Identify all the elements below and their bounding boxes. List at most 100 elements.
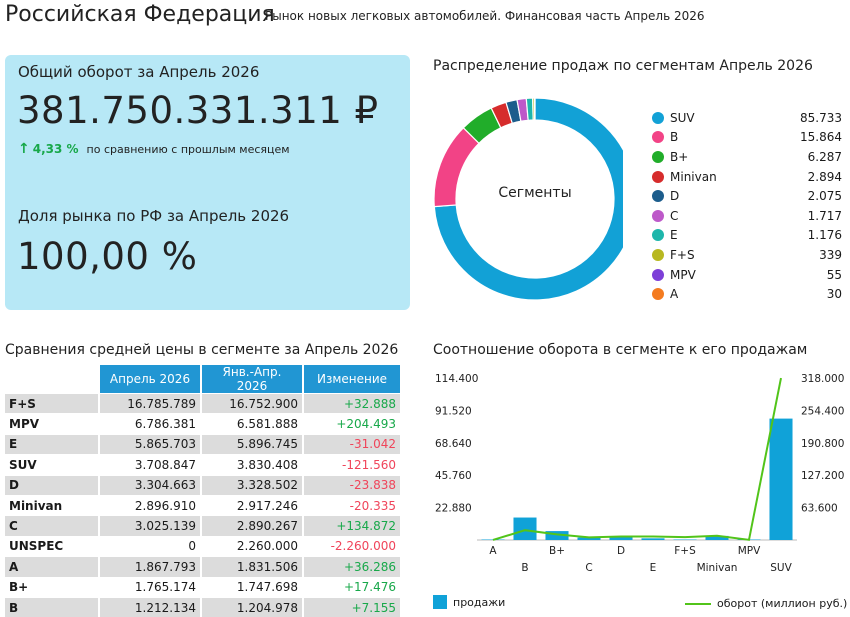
donut-center-label: Сегменты	[498, 185, 571, 201]
cell-change: -2.260.000	[304, 535, 402, 557]
bar-c[interactable]	[577, 537, 601, 540]
donut-svg: Сегменты	[433, 97, 637, 301]
cell-ytd: 2.890.267	[202, 515, 304, 536]
bar-b-[interactable]	[545, 531, 569, 540]
bar-e[interactable]	[641, 538, 665, 540]
cell-segment: SUV	[5, 454, 100, 475]
bar-f-s[interactable]	[673, 539, 697, 541]
x-tick-label: A	[489, 545, 497, 557]
donut-chart: Сегменты	[433, 97, 637, 302]
page-title: Российская Федерация	[5, 2, 275, 27]
table-row: SUV 3.708.847 3.830.408 -121.560	[5, 454, 402, 475]
legend-sales-label: продажи	[453, 595, 506, 609]
legend-sales: продажи	[433, 595, 505, 609]
legend-value-b: 15.864	[800, 130, 842, 145]
cell-april: 0	[100, 535, 202, 557]
cell-april: 1.212.134	[100, 596, 202, 617]
legend-turnover-label: оборот (миллион руб.)	[717, 597, 848, 610]
header-april: Апрель 2026	[100, 365, 202, 393]
change-percent: 4,33 %	[32, 142, 79, 156]
legend-value-minivan: 2.894	[807, 169, 842, 184]
legend-item-minivan[interactable]: Minivan 2.894	[652, 167, 842, 187]
x-tick-label: B	[521, 562, 528, 574]
cell-segment: F+S	[5, 393, 100, 414]
cell-april: 6.786.381	[100, 413, 202, 434]
combo-svg: 114.400 91.520 68.640 45.760 22.880 318.000 25…	[435, 373, 844, 574]
table-row: B 1.212.134 1.204.978 +7.155	[5, 596, 402, 617]
legend-item-c[interactable]: C 1.717	[652, 206, 842, 226]
legend-dot-e	[652, 229, 664, 242]
legend-dot-suv	[652, 111, 664, 124]
cell-ytd: 3.328.502	[202, 474, 304, 495]
cell-segment: D	[5, 474, 100, 495]
legend-item-suv[interactable]: SUV 85.733	[652, 108, 842, 128]
table-row: D 3.304.663 3.328.502 -23.838	[5, 474, 402, 495]
legend-item-b[interactable]: B 15.864	[652, 128, 842, 148]
table-header-row: Апрель 2026 Янв.-Апр. 2026 Изменение	[5, 365, 402, 393]
legend-dot-a	[652, 288, 664, 301]
bar-b[interactable]	[513, 517, 537, 540]
legend-name-suv: SUV	[670, 110, 695, 125]
donut-title: Распределение продаж по сегментам Апрель…	[433, 58, 813, 74]
legend-name-f-s: F+S	[670, 247, 695, 262]
donut-slice-b[interactable]	[433, 126, 480, 208]
table-row: Minivan 2.896.910 2.917.246 -20.335	[5, 494, 402, 516]
cell-change: +32.888	[304, 393, 402, 414]
cell-ytd: 3.830.408	[202, 454, 304, 475]
cell-ytd: 6.581.888	[202, 413, 304, 434]
cell-ytd: 2.260.000	[202, 535, 304, 557]
price-table-title: Сравнения средней цены в сегменте за Апр…	[5, 342, 399, 358]
cell-april: 1.867.793	[100, 556, 202, 577]
turnover-change: ↑ 4,33 % по сравнению с прошлым месяцем	[18, 141, 290, 157]
y-left-tick-label: 114.400	[435, 373, 478, 385]
cell-april: 1.765.174	[100, 576, 202, 597]
turnover-line[interactable]	[492, 377, 782, 541]
cell-ytd: 5.896.745	[202, 433, 304, 455]
legend-turnover: оборот (миллион руб.)	[685, 597, 847, 610]
table-row: MPV 6.786.381 6.581.888 +204.493	[5, 413, 402, 434]
legend-item-d[interactable]: D 2.075	[652, 186, 842, 206]
x-tick-label: SUV	[770, 562, 792, 574]
cell-segment: UNSPEC	[5, 535, 100, 557]
bar-minivan[interactable]	[705, 535, 729, 540]
legend-name-minivan: Minivan	[670, 169, 717, 184]
cell-ytd: 2.917.246	[202, 494, 304, 516]
table-row: B+ 1.765.174 1.747.698 +17.476	[5, 576, 402, 597]
donut-slice-e[interactable]	[525, 97, 534, 121]
cell-ytd: 16.752.900	[202, 393, 304, 414]
legend-name-c: C	[670, 208, 679, 223]
legend-item-e[interactable]: E 1.176	[652, 226, 842, 246]
legend-item-f-s[interactable]: F+S 339	[652, 245, 842, 265]
price-comparison-table: Апрель 2026 Янв.-Апр. 2026 Изменение F+S…	[5, 365, 402, 617]
legend-value-mpv: 55	[826, 267, 842, 282]
legend-item-mpv[interactable]: MPV 55	[652, 265, 842, 285]
cell-change: -23.838	[304, 474, 402, 495]
legend-value-f-s: 339	[819, 247, 842, 262]
y-right-tick-label: 190.800	[801, 438, 844, 450]
y-right-tick-label: 318.000	[801, 373, 844, 385]
cell-april: 16.785.789	[100, 393, 202, 414]
legend-item-a[interactable]: A 30	[652, 284, 842, 304]
x-tick-label: E	[650, 562, 657, 574]
turnover-label: Общий оборот за Апрель 2026	[18, 63, 260, 81]
cell-segment: E	[5, 433, 100, 455]
y-right-tick-label: 254.400	[801, 405, 844, 417]
bar-d[interactable]	[609, 537, 633, 540]
legend-item-b-[interactable]: B+ 6.287	[652, 147, 842, 167]
legend-dot-mpv	[652, 268, 664, 281]
header-segment	[5, 365, 100, 393]
legend-name-d: D	[670, 189, 680, 204]
bar-suv[interactable]	[769, 418, 793, 540]
page-subtitle: Рынок новых легковых автомобилей. Финанс…	[265, 9, 705, 23]
legend-value-a: 30	[826, 287, 842, 302]
y-right-tick-label: 127.200	[801, 470, 844, 482]
cell-ytd: 1.747.698	[202, 576, 304, 597]
x-tick-label: MPV	[738, 545, 761, 557]
cell-april: 3.304.663	[100, 474, 202, 495]
legend-dot-c	[652, 209, 664, 222]
cell-change: -31.042	[304, 433, 402, 455]
arrow-up-icon: ↑	[18, 141, 30, 157]
donut-legend: SUV 85.733 B 15.864 B+ 6.287 Minivan 2.894 D 2.07…	[652, 108, 842, 304]
legend-dot-f-s	[652, 248, 664, 261]
legend-turnover-swatch	[685, 602, 711, 605]
